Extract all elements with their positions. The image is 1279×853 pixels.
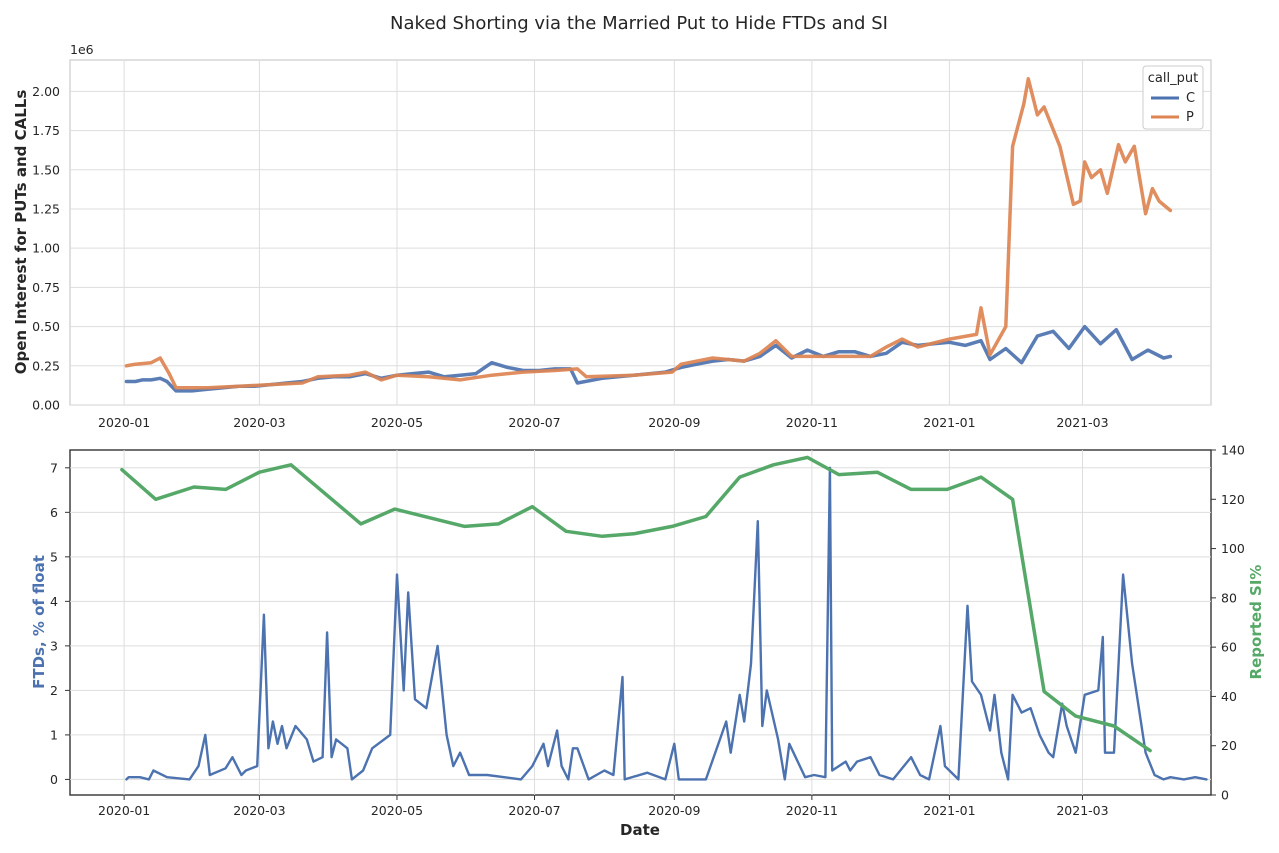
bottom-left-y-tick-label: 0 [50,772,58,787]
top-y-tick-label: 0.25 [32,358,60,373]
bottom-x-tick-label: 2020-01 [98,803,150,818]
bottom-x-tick-label: 2021-03 [1056,803,1108,818]
top-y-tick-label: 0.75 [32,280,60,295]
bottom-left-y-tick-label: 1 [50,727,58,742]
top-x-tick-labels: 2020-01 2020-03 2020-05 2020-07 2020-09 2020-… [98,415,1109,430]
top-x-tick-label: 2020-01 [98,415,150,430]
bottom-x-axis-label: Date [620,821,660,839]
bottom-right-y-tick-label: 20 [1221,738,1237,753]
top-x-tick-label: 2020-03 [233,415,285,430]
top-y-tick-label: 1.25 [32,201,60,216]
top-y-axis-label: Open Interest for PUTs and CALLs [12,90,30,375]
legend-label-c: C [1186,91,1195,106]
bottom-right-y-tick-label: 40 [1221,689,1237,704]
top-x-tick-label: 2020-05 [371,415,423,430]
top-y-tick-label: 1.00 [32,241,60,256]
series-line-reported-si [120,455,1152,753]
bottom-x-tick-labels: 2020-01 2020-03 2020-05 2020-07 2020-09 2020-… [98,803,1109,818]
bottom-left-y-tick-label: 3 [50,638,58,653]
top-y-tick-label: 1.75 [32,123,60,138]
top-y-tick-labels: 0.00 0.25 0.50 0.75 1.00 1.25 1.50 1.75 2.00 [32,84,60,413]
bottom-left-y-tick-label: 6 [50,505,58,520]
top-y-offset-label: 1e6 [70,42,94,57]
bottom-left-y-axis-label: FTDs, % of float [30,555,48,689]
bottom-x-tick-label: 2020-09 [648,803,700,818]
bottom-right-y-tick-label: 120 [1221,492,1245,507]
top-plot-panel: 0.00 0.25 0.50 0.75 1.00 1.25 1.50 1.75 2.00 202… [12,42,1212,430]
legend-title: call_put [1148,71,1198,86]
bottom-left-y-tick-label: 5 [50,549,58,564]
top-x-tick-label: 2020-11 [786,415,838,430]
top-x-tick-label: 2021-03 [1056,415,1108,430]
bottom-left-y-tick-label: 2 [50,683,58,698]
top-x-tick-label: 2020-07 [508,415,560,430]
legend-label-p: P [1186,110,1194,125]
top-series [124,77,1173,393]
bottom-right-y-tick-label: 140 [1221,443,1245,458]
series-line-p [124,77,1173,390]
bottom-x-tick-label: 2020-05 [371,803,423,818]
bottom-left-y-tick-label: 7 [50,460,58,475]
bottom-right-y-tick-label: 60 [1221,640,1237,655]
bottom-x-tick-label: 2021-01 [923,803,975,818]
bottom-right-y-tick-label: 80 [1221,590,1237,605]
top-y-tick-label: 1.50 [32,162,60,177]
top-y-tick-label: 0.50 [32,319,60,334]
series-line-ftds [125,466,1208,781]
bottom-series [120,455,1208,781]
bottom-x-tick-label: 2020-11 [786,803,838,818]
bottom-right-y-axis-label: Reported SI% [1247,565,1265,680]
bottom-left-y-tick-labels: 0 1 2 3 4 5 6 7 [50,460,58,787]
top-grid [70,60,1211,406]
chart-title: Naked Shorting via the Married Put to Hi… [390,13,888,34]
bottom-x-tick-label: 2020-03 [233,803,285,818]
top-x-tick-label: 2020-09 [648,415,700,430]
top-x-tick-label: 2021-01 [923,415,975,430]
bottom-right-y-tick-label: 0 [1221,788,1229,803]
bottom-plot-frame [69,449,1212,796]
legend: call_put C P [1142,65,1204,130]
top-y-tick-label: 2.00 [32,84,60,99]
bottom-left-y-tick-label: 4 [50,594,58,609]
top-y-tick-label: 0.00 [32,398,60,413]
bottom-right-y-tick-labels: 0 20 40 60 80 100 120 140 [1221,443,1245,803]
bottom-x-tick-label: 2020-07 [508,803,560,818]
bottom-right-y-tick-label: 100 [1221,541,1245,556]
